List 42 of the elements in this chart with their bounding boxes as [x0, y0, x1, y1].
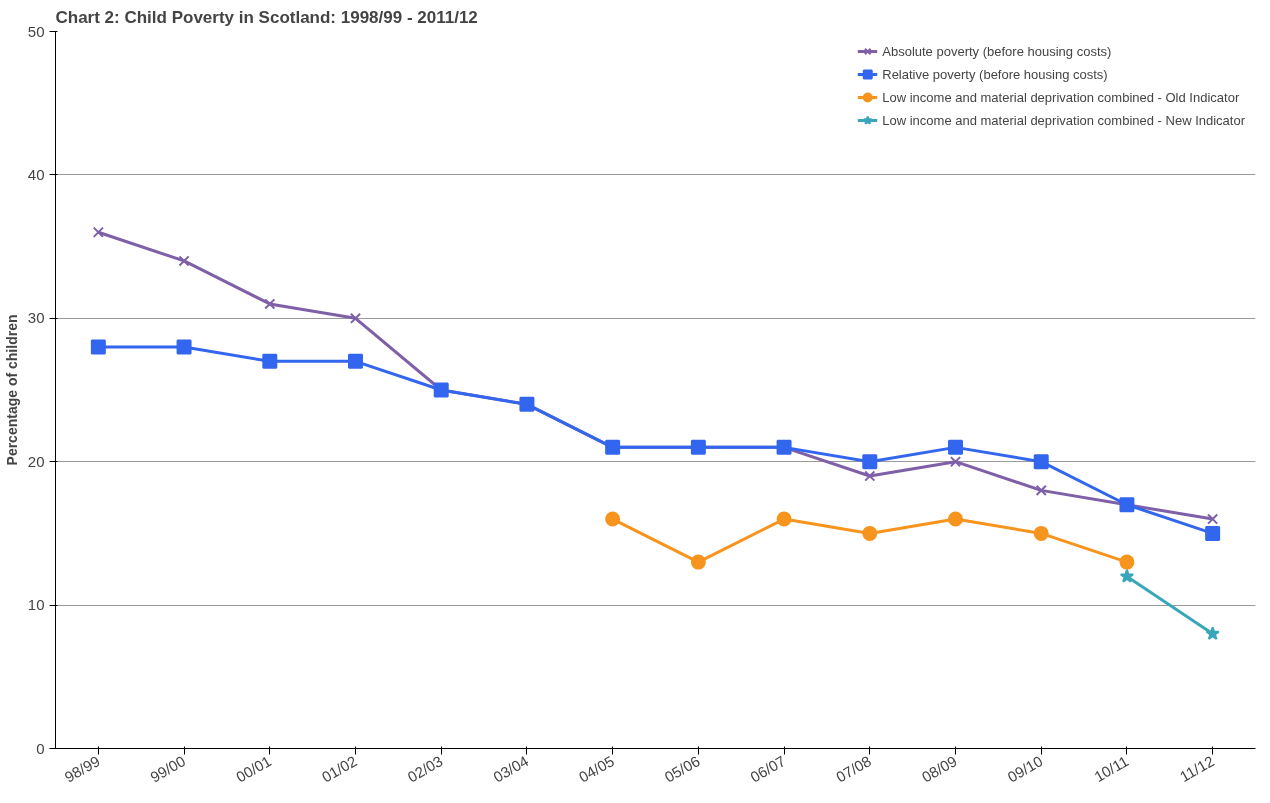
point: [949, 456, 962, 468]
x-tick-label: 08/09: [918, 752, 960, 786]
x-tick-label: 00/01: [233, 752, 275, 786]
point: [1033, 525, 1049, 541]
point: [349, 312, 362, 324]
point: [176, 339, 192, 355]
point: [1205, 525, 1221, 541]
y-tick-label: 10: [27, 596, 45, 614]
y-axis-title: Percentage of children: [3, 314, 20, 466]
point: [1119, 554, 1135, 570]
point: [1205, 626, 1220, 641]
legend-label: Low income and material deprivation combined - New Indicator: [882, 112, 1245, 128]
point: [178, 255, 190, 267]
point: [1035, 484, 1047, 496]
point: [605, 511, 621, 527]
y-tick-label: 30: [27, 309, 45, 327]
point: [864, 470, 876, 482]
legend-label: Relative poverty (before housing costs): [882, 66, 1108, 82]
y-tick-label: 0: [36, 739, 45, 757]
point: [1119, 568, 1135, 583]
y-tick-label: 40: [27, 165, 45, 183]
point: [690, 554, 706, 570]
point: [264, 298, 276, 310]
y-tick-label: 50: [27, 22, 45, 40]
point: [348, 353, 363, 369]
point: [948, 511, 963, 527]
point: [776, 511, 792, 527]
chart-title: Chart 2: Child Poverty in Scotland: 1998/99 - 2011/12: [55, 7, 478, 27]
point: [862, 525, 878, 541]
legend-label: Absolute poverty (before housing costs): [882, 43, 1112, 59]
x-tick-label: 09/10: [1004, 752, 1046, 786]
x-tick-label: 98/99: [61, 752, 103, 786]
x-tick-label: 10/11: [1091, 752, 1132, 786]
point: [948, 439, 963, 455]
legend-label: Low income and material deprivation combined - Old Indicator: [882, 89, 1240, 105]
point: [90, 339, 106, 355]
point: [92, 226, 104, 238]
y-tick-label: 20: [27, 452, 45, 470]
point: [262, 353, 278, 369]
point: [1033, 454, 1049, 470]
point: [862, 454, 878, 470]
point: [1207, 513, 1219, 525]
